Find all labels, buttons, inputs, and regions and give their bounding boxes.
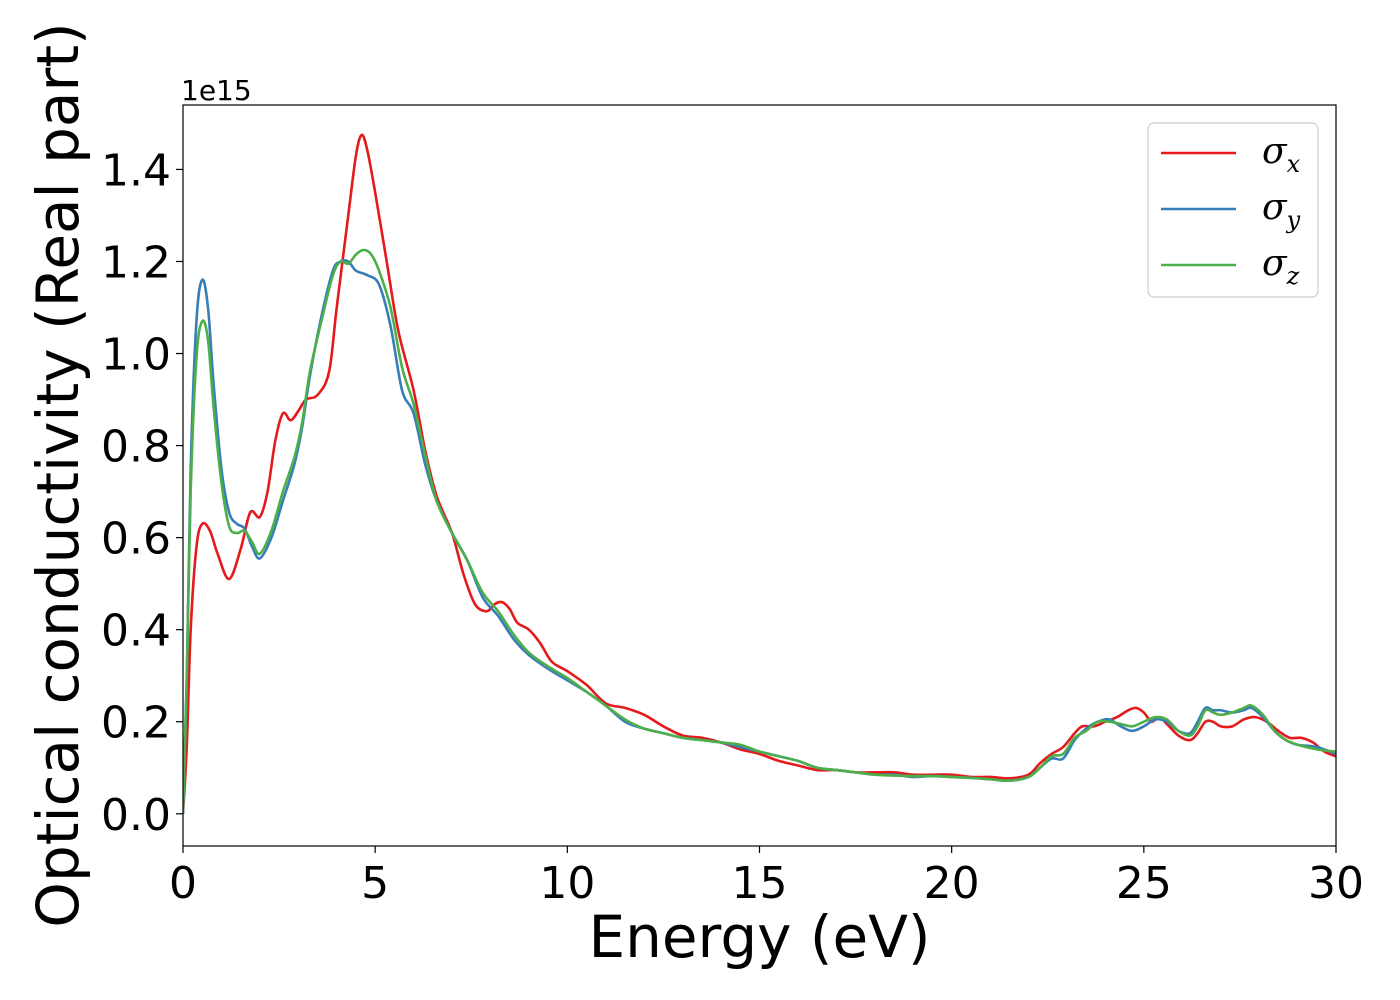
- x-axis: 0 5 10 15 20 25 30: [169, 846, 1364, 909]
- series-layer: [183, 133, 1336, 814]
- y-tick-label: 0.4: [101, 606, 171, 657]
- legend: σx σy σz: [1147, 122, 1319, 298]
- y-tick-label: 0.6: [101, 514, 171, 565]
- x-tick-label: 0: [169, 858, 197, 909]
- y-offset-label: 1e15: [181, 74, 252, 107]
- y-tick-label: 1.2: [101, 237, 171, 288]
- series-line-x: [183, 133, 1336, 814]
- x-tick-label: 15: [732, 858, 788, 909]
- series-line-z: [183, 248, 1336, 814]
- x-tick-label: 30: [1308, 858, 1364, 909]
- y-tick-label: 0.2: [101, 698, 171, 749]
- legend-label-z: σz: [1262, 243, 1300, 290]
- y-axis: 0.0 0.2 0.4 0.6 0.8 1.0 1.2 1.4: [101, 145, 183, 841]
- x-axis-label: Energy (eV): [588, 903, 930, 971]
- y-tick-label: 1.4: [101, 145, 171, 196]
- legend-label-y: σy: [1262, 187, 1301, 234]
- x-tick-label: 5: [361, 858, 389, 909]
- y-tick-label: 0.0: [101, 790, 171, 841]
- y-tick-label: 0.8: [101, 422, 171, 473]
- x-tick-label: 10: [539, 858, 595, 909]
- x-tick-label: 20: [924, 858, 980, 909]
- y-axis-label: Optical conductivity (Real part): [24, 22, 92, 927]
- x-tick-label: 25: [1116, 858, 1172, 909]
- y-tick-label: 1.0: [101, 330, 171, 381]
- legend-label-x: σx: [1262, 131, 1301, 178]
